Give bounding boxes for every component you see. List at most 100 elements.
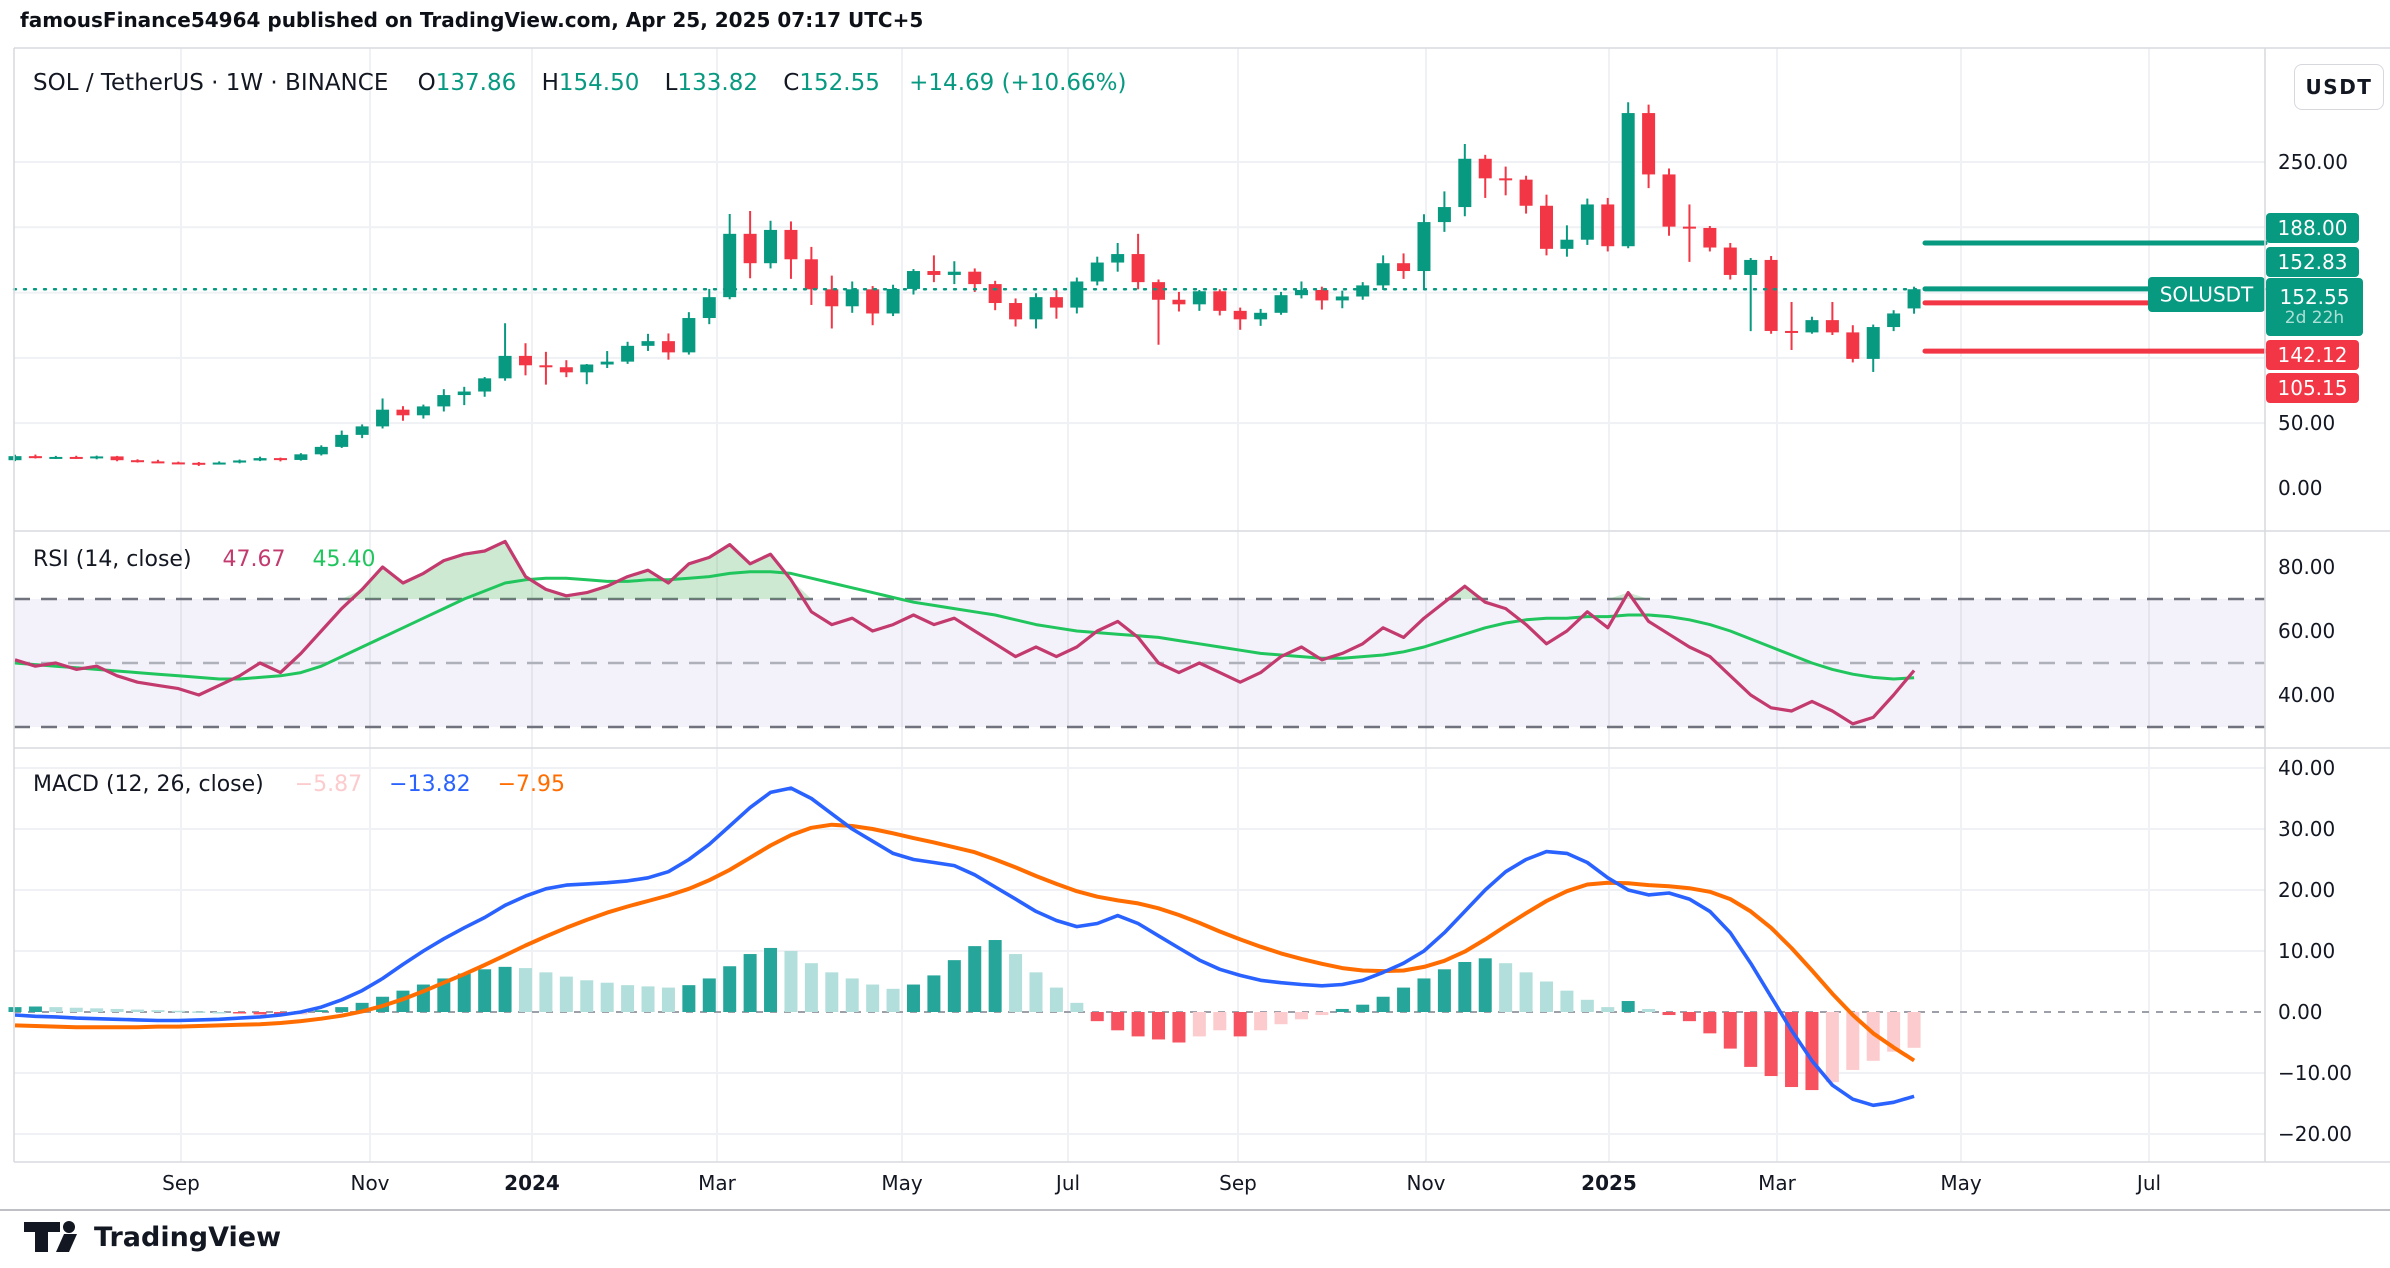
rsi-overbought-fill (15, 541, 1915, 599)
candle (1009, 298, 1023, 327)
candle-body (988, 284, 1002, 304)
candle (457, 386, 471, 406)
candle (866, 286, 880, 326)
candle-body (764, 229, 778, 264)
candle-body (1540, 205, 1553, 249)
candle-body (1049, 297, 1063, 308)
candle-body (110, 456, 124, 461)
rsi-legend: RSI (14, close) 47.67 45.40 (33, 547, 376, 572)
histogram-bar (927, 975, 941, 1012)
candle-body (416, 406, 430, 416)
histogram-bar (1458, 961, 1472, 1012)
candle-body (1356, 285, 1370, 297)
candle (1540, 194, 1553, 256)
candle-body (539, 365, 553, 368)
histogram-bar (1356, 1004, 1370, 1012)
histogram-bar (1192, 1012, 1206, 1037)
candle (1049, 289, 1063, 319)
histogram-bar (1560, 990, 1574, 1012)
candle-body (151, 461, 165, 464)
macd-hist-value: −5.87 (294, 772, 363, 797)
histogram-bar (1662, 1012, 1676, 1016)
candle-body (1560, 239, 1574, 249)
candle (1703, 225, 1717, 252)
candle-body (1805, 320, 1819, 333)
histogram-bar (171, 1010, 185, 1013)
candle-body (273, 458, 287, 461)
histogram-bar (845, 978, 859, 1012)
candle (600, 351, 614, 369)
candle-body (1642, 113, 1656, 175)
candle-body (8, 456, 22, 461)
histogram-bar (1233, 1012, 1247, 1037)
macd-label[interactable]: MACD (12, 26, close) (33, 772, 264, 797)
candle-body (682, 318, 696, 353)
rsi-label[interactable]: RSI (14, close) (33, 547, 192, 572)
histogram-bar (131, 1009, 145, 1012)
histogram-bar (1111, 1012, 1125, 1031)
symbol-title[interactable]: SOL / TetherUS · 1W · BINANCE (33, 70, 389, 96)
candle (1437, 191, 1451, 232)
candle (1029, 293, 1043, 329)
histogram-bar (69, 1007, 83, 1012)
candle-body (1335, 296, 1349, 301)
candle-body (1478, 158, 1492, 179)
candle-body (580, 364, 594, 373)
candle (90, 455, 104, 460)
candle-body (355, 426, 369, 435)
time-axis-label: Sep (1219, 1171, 1257, 1195)
candle-body (437, 395, 451, 407)
histogram-bar (49, 1007, 63, 1012)
candle (1152, 279, 1166, 345)
candle (1192, 289, 1206, 311)
histogram-bar (641, 986, 655, 1012)
histogram-bar (314, 1010, 328, 1012)
time-axis-label: Nov (350, 1171, 390, 1195)
candle (947, 261, 961, 285)
rsi-line (14, 539, 1916, 726)
candle (131, 459, 145, 463)
histogram-bar (1621, 1001, 1635, 1012)
candle-body (886, 288, 900, 314)
ohlc-open: O137.86 (417, 70, 517, 96)
candle (192, 462, 206, 466)
candle (1621, 102, 1635, 249)
histogram-bar (1846, 1012, 1860, 1070)
histogram-bar (1131, 1012, 1145, 1037)
candle-body (1682, 226, 1696, 229)
histogram-bar (1519, 972, 1533, 1012)
histogram-bar (1785, 1012, 1799, 1088)
histogram-bar (600, 982, 614, 1012)
candle (1274, 291, 1288, 315)
candle-body (253, 458, 267, 461)
candle-body (1294, 289, 1308, 296)
histogram-bar (1540, 981, 1553, 1012)
histogram-bar (804, 963, 818, 1012)
histogram-bar (947, 960, 961, 1012)
candle-body (1887, 313, 1901, 328)
time-axis[interactable]: Sep Nov 2024 Mar May Jul Sep Nov 2025 Mar May Jul (0, 1162, 2390, 1210)
candle-body (1825, 320, 1839, 333)
candle-body (131, 460, 145, 463)
candle (1458, 144, 1472, 217)
candle (1070, 277, 1084, 314)
candle (212, 461, 226, 465)
macd-histogram (8, 940, 1921, 1091)
candle-body (1172, 299, 1186, 305)
time-axis-label: 2025 (1581, 1171, 1637, 1195)
histogram-bar (1397, 987, 1411, 1012)
histogram-bar (519, 968, 532, 1012)
candle (825, 275, 839, 329)
candle-body (49, 456, 63, 459)
currency-unit-button[interactable]: USDT (2294, 64, 2384, 110)
histogram-bar (8, 1007, 22, 1012)
rsi-value: 47.67 (222, 547, 286, 572)
tradingview-logo[interactable]: TradingView (22, 1218, 281, 1256)
rsi-ma-value: 45.40 (312, 547, 376, 572)
candle (314, 445, 328, 456)
symbol-legend: SOL / TetherUS · 1W · BINANCE O137.86 H1… (33, 70, 1127, 96)
time-axis-label: Mar (698, 1171, 736, 1195)
candle (519, 343, 532, 376)
